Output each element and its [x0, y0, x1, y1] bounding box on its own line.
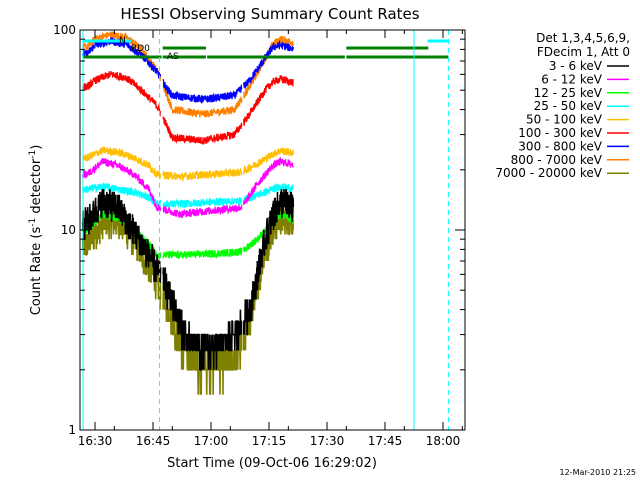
y-tick-label: 10 — [61, 223, 76, 237]
series-line-6-12-kev — [82, 156, 294, 219]
legend-label: 25 - 50 keV — [534, 99, 603, 113]
legend-label: 3 - 6 keV — [549, 59, 603, 73]
y-label-end: ) — [29, 145, 44, 150]
y-label-main: Count Rate (s — [29, 227, 44, 316]
y-axis-label: Count Rate (s-1 detector-1) — [28, 145, 44, 316]
series-line-100-300-kev — [82, 71, 294, 145]
series-line-300-800-kev — [82, 37, 294, 104]
y-tick-label: 100 — [53, 23, 76, 37]
x-tick-label: 17:00 — [194, 434, 229, 448]
legend-label: 50 - 100 keV — [526, 113, 603, 127]
x-tick-label: 17:45 — [368, 434, 403, 448]
x-tick-label: 17:15 — [252, 434, 287, 448]
flag-label-1: RD0 — [131, 44, 150, 54]
x-tick-label: 16:45 — [136, 434, 171, 448]
legend-label: 100 - 300 keV — [518, 126, 602, 140]
chart-title: HESSI Observing Summary Count Rates — [120, 5, 419, 23]
x-tick-label: 17:30 — [310, 434, 345, 448]
y-axis: 1 10 100 — [53, 23, 465, 437]
y-label-mid: detector — [29, 158, 44, 218]
timestamp: 12-Mar-2010 21:25 — [560, 468, 637, 477]
x-axis: 16:30 16:45 17:00 17:15 17:30 17:45 18:00 — [78, 30, 463, 448]
legend-header-1: Det 1,3,4,5,6,9, — [536, 31, 630, 45]
flag-label-2: AS — [167, 52, 179, 62]
legend-label: 300 - 800 keV — [518, 139, 602, 153]
series-line-3-6-kev — [81, 189, 295, 371]
x-tick-label: 16:30 — [78, 434, 113, 448]
y-label-sup1: -1 — [28, 218, 38, 227]
legend-label: 800 - 7000 keV — [511, 153, 603, 167]
x-axis-label: Start Time (09-Oct-06 16:29:02) — [167, 456, 377, 471]
flag-label-0: N — [119, 36, 126, 46]
legend-label: 7000 - 20000 keV — [495, 166, 602, 180]
legend-label: 12 - 25 keV — [534, 86, 603, 100]
y-label-sup2: -1 — [28, 150, 38, 159]
x-tick-label: 18:00 — [426, 434, 461, 448]
legend-header-2: FDecim 1, Att 0 — [537, 45, 630, 59]
legend-label: 6 - 12 keV — [541, 72, 603, 86]
plot-clip-group — [81, 31, 295, 395]
series-line-50-100-kev — [82, 145, 294, 183]
y-tick-label: 1 — [68, 423, 76, 437]
